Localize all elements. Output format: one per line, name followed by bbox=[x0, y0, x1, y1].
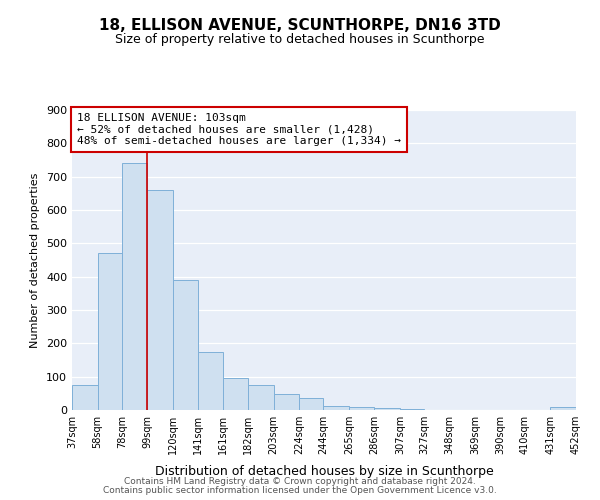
Bar bbox=[550, 408, 576, 410]
Bar bbox=[323, 406, 349, 410]
Bar bbox=[223, 378, 248, 410]
Bar bbox=[400, 409, 424, 410]
Bar bbox=[147, 190, 173, 410]
Text: Contains HM Land Registry data © Crown copyright and database right 2024.: Contains HM Land Registry data © Crown c… bbox=[124, 477, 476, 486]
Y-axis label: Number of detached properties: Number of detached properties bbox=[31, 172, 40, 348]
Bar bbox=[299, 398, 323, 410]
Bar bbox=[199, 352, 223, 410]
X-axis label: Distribution of detached houses by size in Scunthorpe: Distribution of detached houses by size … bbox=[155, 466, 493, 478]
Text: 18, ELLISON AVENUE, SCUNTHORPE, DN16 3TD: 18, ELLISON AVENUE, SCUNTHORPE, DN16 3TD bbox=[99, 18, 501, 32]
Bar bbox=[122, 164, 147, 410]
Text: 18 ELLISON AVENUE: 103sqm
← 52% of detached houses are smaller (1,428)
48% of se: 18 ELLISON AVENUE: 103sqm ← 52% of detac… bbox=[77, 113, 401, 146]
Bar bbox=[274, 394, 299, 410]
Bar bbox=[173, 280, 199, 410]
Text: Size of property relative to detached houses in Scunthorpe: Size of property relative to detached ho… bbox=[115, 32, 485, 46]
Bar bbox=[72, 385, 98, 410]
Bar bbox=[349, 406, 374, 410]
Bar bbox=[98, 252, 122, 410]
Bar bbox=[248, 385, 274, 410]
Text: Contains public sector information licensed under the Open Government Licence v3: Contains public sector information licen… bbox=[103, 486, 497, 495]
Bar bbox=[374, 408, 400, 410]
